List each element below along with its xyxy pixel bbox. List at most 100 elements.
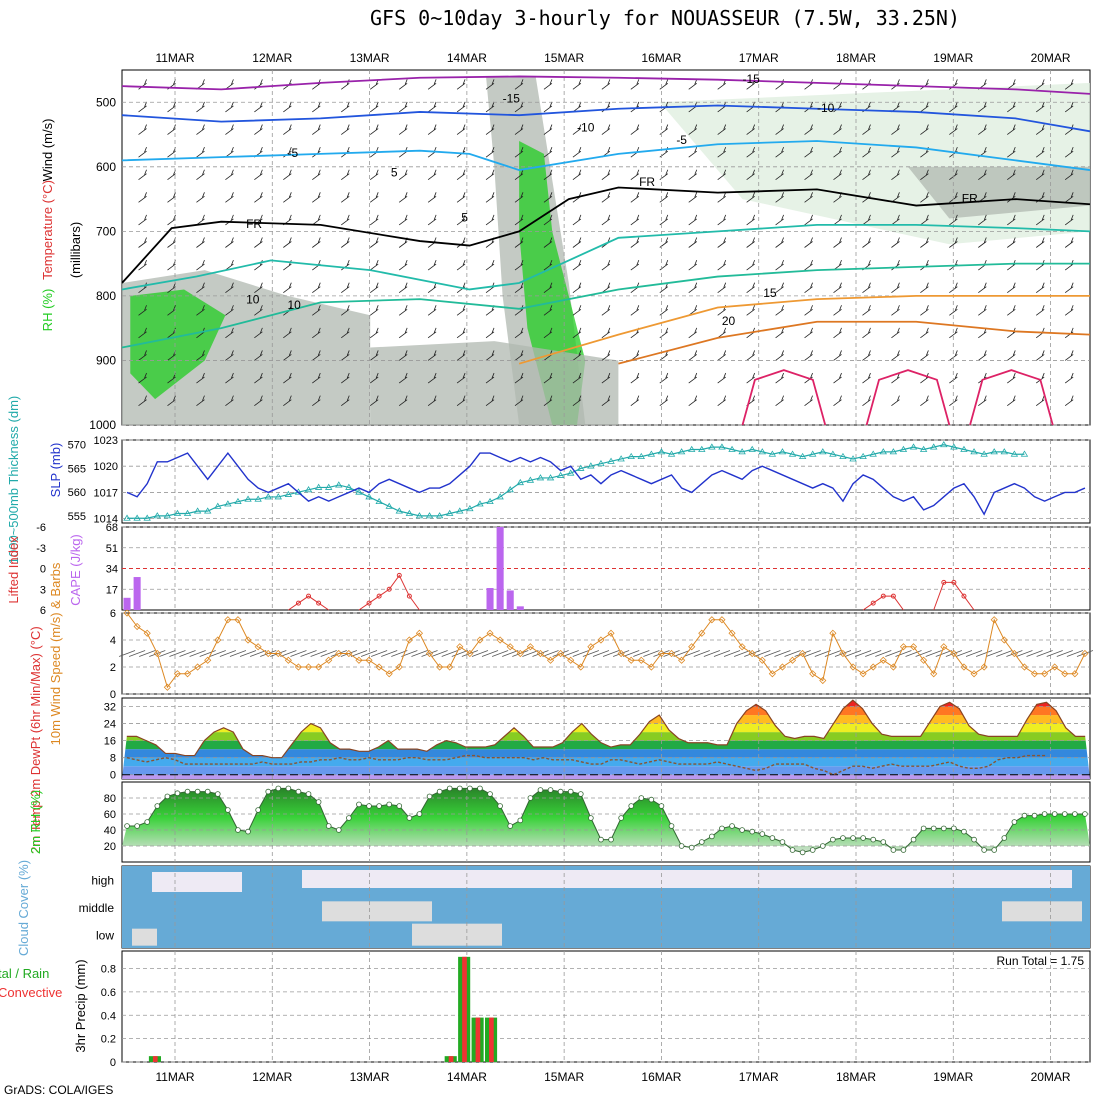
wind-barb-10m bbox=[1066, 650, 1084, 657]
rh-marker bbox=[134, 823, 140, 829]
wind-barb bbox=[1064, 79, 1074, 90]
wind-barb bbox=[978, 124, 987, 135]
wind-barb bbox=[1064, 395, 1074, 406]
thickness-marker bbox=[435, 512, 444, 519]
rh-marker bbox=[265, 788, 272, 795]
wind-barb bbox=[543, 237, 553, 248]
bottom-date-label: 11MAR bbox=[155, 1070, 194, 1084]
wind-speed-marker bbox=[335, 649, 343, 658]
wind-barb-10m bbox=[623, 650, 640, 657]
wind-barb bbox=[398, 192, 408, 203]
thickness-marker bbox=[869, 450, 877, 457]
thickness-marker bbox=[859, 452, 867, 459]
thickness-axis-label: 1000~500mb Thickness (dm) bbox=[6, 396, 21, 565]
wind-speed-marker bbox=[315, 663, 323, 671]
thickness-marker bbox=[385, 502, 393, 509]
rh-marker bbox=[295, 788, 302, 795]
thickness-marker bbox=[657, 448, 666, 455]
wind-speed-marker bbox=[637, 656, 645, 664]
wind-speed-marker bbox=[143, 629, 151, 637]
wind-barb bbox=[427, 395, 437, 406]
bottom-date-label: 19MAR bbox=[933, 1070, 973, 1084]
wind-barb bbox=[862, 169, 871, 181]
wind-barb bbox=[746, 305, 756, 316]
isotherm-line bbox=[618, 320, 1091, 365]
rh-marker bbox=[668, 823, 675, 829]
wind-barb bbox=[775, 350, 784, 361]
wind-barb bbox=[398, 327, 408, 339]
rh-marker bbox=[124, 823, 130, 829]
wind-barb-10m bbox=[824, 650, 842, 657]
wind-barb bbox=[891, 237, 900, 248]
thickness-marker bbox=[153, 512, 161, 519]
rh-marker bbox=[840, 835, 846, 841]
lifted-index-line bbox=[933, 581, 975, 611]
wind-barb bbox=[196, 192, 205, 203]
wind-barb bbox=[1035, 282, 1045, 294]
contour-label: -15 bbox=[503, 91, 521, 105]
thickness-marker bbox=[375, 497, 383, 505]
thickness-marker bbox=[607, 457, 615, 464]
wind-barb bbox=[543, 214, 553, 226]
wind-tick-label: 2 bbox=[110, 662, 116, 674]
wind-barb bbox=[341, 282, 350, 294]
wind-speed-marker bbox=[365, 656, 373, 664]
wind-barb bbox=[601, 395, 611, 406]
thickness-marker bbox=[405, 509, 414, 516]
wind-barb bbox=[804, 259, 813, 271]
cloud-clear-high bbox=[302, 870, 1072, 888]
wind-barb bbox=[833, 327, 842, 339]
wind-barb-10m bbox=[592, 650, 610, 657]
thickness-marker bbox=[345, 483, 353, 490]
panel-cape: 17 34 51 68 -6 -3 0 3 6 Lifted Index CAPE (J/kg) bbox=[6, 522, 1091, 617]
rh-marker bbox=[335, 827, 342, 833]
wind-barb bbox=[312, 237, 321, 248]
top-date-axis: 11MAR 12MAR 13MAR 14MAR 15MAR 16MAR 17MAR 18MAR… bbox=[155, 51, 1070, 65]
wind-barb bbox=[398, 305, 408, 316]
bottom-date-label: 12MAR bbox=[252, 1070, 292, 1084]
wind-barb bbox=[717, 124, 727, 135]
wind-barb bbox=[254, 350, 263, 361]
wind-barb bbox=[920, 282, 929, 294]
wind-barb bbox=[398, 395, 408, 406]
rh-marker bbox=[638, 795, 645, 801]
top-date-label: 11MAR bbox=[155, 51, 194, 65]
wind-barb bbox=[688, 327, 698, 339]
wind-barb bbox=[659, 192, 669, 203]
wind-barb bbox=[1064, 101, 1074, 113]
thickness-marker bbox=[627, 452, 635, 459]
cape-tick-label: 68 bbox=[106, 522, 118, 534]
wind-speed-marker bbox=[204, 656, 212, 664]
thickness-marker bbox=[264, 493, 272, 500]
wind-speed-marker bbox=[153, 649, 161, 658]
wind-barb bbox=[369, 259, 379, 271]
rh-marker bbox=[305, 791, 312, 797]
wind-barb bbox=[601, 124, 611, 135]
rh-marker bbox=[416, 811, 423, 817]
wind-speed-marker bbox=[990, 616, 998, 624]
wind-barb bbox=[369, 237, 379, 248]
contour-label: 10 bbox=[246, 293, 260, 307]
wind-barb bbox=[427, 259, 437, 271]
wind-barb bbox=[398, 169, 408, 181]
rh-marker bbox=[144, 819, 151, 825]
wind-barb bbox=[833, 395, 842, 406]
wind-speed-marker bbox=[607, 629, 615, 637]
wind-barb-10m bbox=[179, 650, 196, 657]
wind-barb bbox=[543, 124, 553, 135]
wind-speed-marker bbox=[466, 649, 474, 658]
rh-marker bbox=[729, 823, 735, 829]
thickness-marker bbox=[526, 476, 535, 483]
wind-speed-marker bbox=[778, 663, 787, 671]
wind-barb bbox=[833, 214, 842, 226]
wind-barb bbox=[341, 124, 350, 135]
wind-speed-marker bbox=[214, 636, 222, 644]
cape-tick-label: 17 bbox=[106, 584, 118, 596]
wind-barb bbox=[630, 192, 640, 203]
wind-barb bbox=[804, 305, 813, 316]
wind-barb bbox=[659, 372, 669, 384]
wind-barb bbox=[543, 395, 553, 406]
rh-marker bbox=[285, 785, 292, 792]
precip-convective-bar bbox=[448, 1056, 454, 1062]
wind-barb-10m bbox=[703, 650, 721, 657]
